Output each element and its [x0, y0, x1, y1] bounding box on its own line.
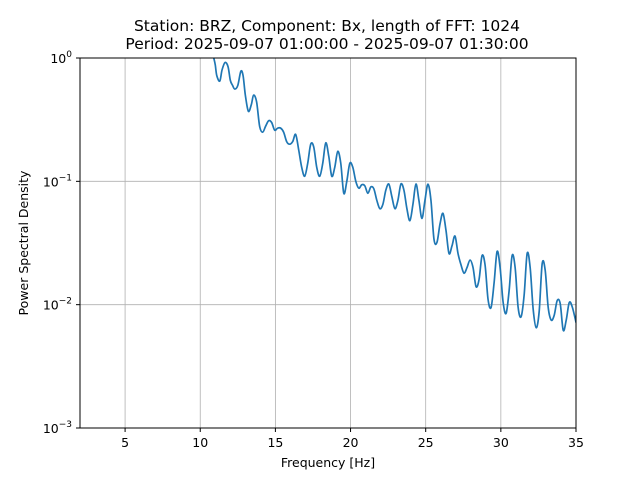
x-tick-label: 30 — [493, 435, 509, 450]
y-tick-label: 10−1 — [43, 173, 72, 189]
y-tick-label: 100 — [50, 50, 72, 66]
x-tick-label: 5 — [121, 435, 129, 450]
chart-subtitle: Period: 2025-09-07 01:00:00 - 2025-09-07… — [125, 35, 528, 53]
y-tick-label: 10−3 — [43, 420, 72, 436]
y-tick-label: 10−2 — [43, 297, 72, 313]
x-tick-label: 10 — [192, 435, 208, 450]
x-axis-ticks: 5 10 15 20 25 30 35 — [121, 428, 584, 450]
y-axis-label: Power Spectral Density — [16, 170, 31, 315]
grid — [80, 57, 577, 429]
chart-title: Station: BRZ, Component: Bx, length of F… — [134, 17, 520, 35]
y-axis-ticks: 10−3 10−2 10−1 100 — [43, 50, 80, 436]
x-tick-label: 35 — [568, 435, 584, 450]
psd-series-line — [212, 58, 576, 332]
x-axis-label: Frequency [Hz] — [281, 455, 375, 470]
plot-frame — [79, 57, 577, 429]
x-tick-label: 20 — [343, 435, 359, 450]
x-tick-label: 15 — [267, 435, 283, 450]
x-tick-label: 25 — [418, 435, 434, 450]
